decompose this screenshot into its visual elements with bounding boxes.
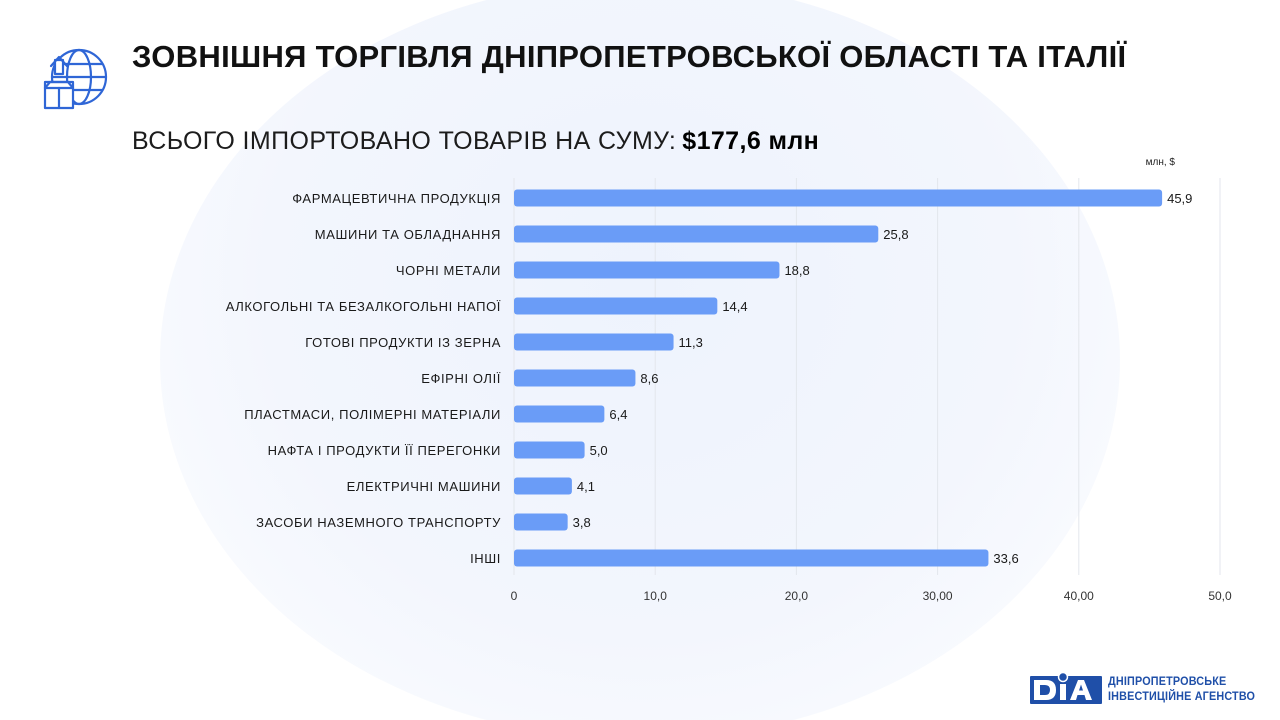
x-tick-label: 10,0 <box>644 589 668 603</box>
category-label: ПЛАСТМАСИ, ПОЛІМЕРНІ МАТЕРІАЛИ <box>244 407 501 422</box>
x-tick-label: 40,00 <box>1064 589 1094 603</box>
bar <box>514 225 879 243</box>
category-label: ЕЛЕКТРИЧНІ МАШИНИ <box>347 479 501 494</box>
page-subtitle: ВСЬОГО ІМПОРТОВАНО ТОВАРІВ НА СУМУ: $177,… <box>132 126 819 156</box>
bar <box>514 189 1163 207</box>
category-label: ІНШІ <box>470 551 501 566</box>
x-tick-label: 20,0 <box>785 589 809 603</box>
subtitle-label: ВСЬОГО ІМПОРТОВАНО ТОВАРІВ НА СУМУ: <box>132 127 677 155</box>
bar <box>514 369 636 387</box>
value-label: 11,3 <box>679 335 703 350</box>
unit-label: млн, $ <box>1146 157 1176 168</box>
dia-logo-mark <box>1030 671 1102 704</box>
dia-logo: ДНІПРОПЕТРОВСЬКЕ ІНВЕСТИЦІЙНЕ АГЕНСТВО <box>1030 668 1255 712</box>
category-label: ЧОРНІ МЕТАЛИ <box>396 263 501 278</box>
value-label: 5,0 <box>590 443 608 458</box>
bar <box>514 441 585 459</box>
x-tick-label: 0 <box>511 589 518 603</box>
category-label: ФАРМАЦЕВТИЧНА ПРОДУКЦІЯ <box>292 191 501 206</box>
value-label: 45,9 <box>1167 191 1192 206</box>
category-label: ЕФІРНІ ОЛІЇ <box>421 371 501 386</box>
value-label: 33,6 <box>993 551 1018 566</box>
bar <box>514 297 718 315</box>
value-label: 25,8 <box>883 227 908 242</box>
logo-line-2: ІНВЕСТИЦІЙНЕ АГЕНСТВО <box>1108 689 1256 703</box>
category-label: ГОТОВІ ПРОДУКТИ ІЗ ЗЕРНА <box>305 335 501 350</box>
x-tick-label: 30,00 <box>923 589 953 603</box>
subtitle-total: $177,6 млн <box>682 127 820 155</box>
value-label: 18,8 <box>784 263 809 278</box>
bar <box>514 333 674 351</box>
value-label: 8,6 <box>640 371 658 386</box>
value-label: 4,1 <box>577 479 595 494</box>
category-label: АЛКОГОЛЬНІ ТА БЕЗАЛКОГОЛЬНІ НАПОЇ <box>226 299 501 314</box>
bar <box>514 261 780 279</box>
value-label: 6,4 <box>609 407 627 422</box>
globe-box-export-icon <box>43 48 108 110</box>
category-label: НАФТА І ПРОДУКТИ ЇЇ ПЕРЕГОНКИ <box>268 443 501 458</box>
value-label: 3,8 <box>573 515 591 530</box>
logo-line-1: ДНІПРОПЕТРОВСЬКЕ <box>1108 674 1227 688</box>
x-tick-label: 50,0 <box>1208 589 1232 603</box>
category-label: ЗАСОБИ НАЗЕМНОГО ТРАНСПОРТУ <box>256 515 501 530</box>
category-label: МАШИНИ ТА ОБЛАДНАННЯ <box>315 227 501 242</box>
bar <box>514 405 605 423</box>
logo-text: ДНІПРОПЕТРОВСЬКЕ ІНВЕСТИЦІЙНЕ АГЕНСТВО <box>1108 674 1255 704</box>
bar <box>514 513 568 531</box>
page-title: ЗОВНІШНЯ ТОРГІВЛЯ ДНІПРОПЕТРОВСЬКОЇ ОБЛА… <box>132 39 1127 74</box>
background-circle <box>160 0 1120 720</box>
value-label: 14,4 <box>722 299 747 314</box>
bar <box>514 477 572 495</box>
bar <box>514 549 989 567</box>
